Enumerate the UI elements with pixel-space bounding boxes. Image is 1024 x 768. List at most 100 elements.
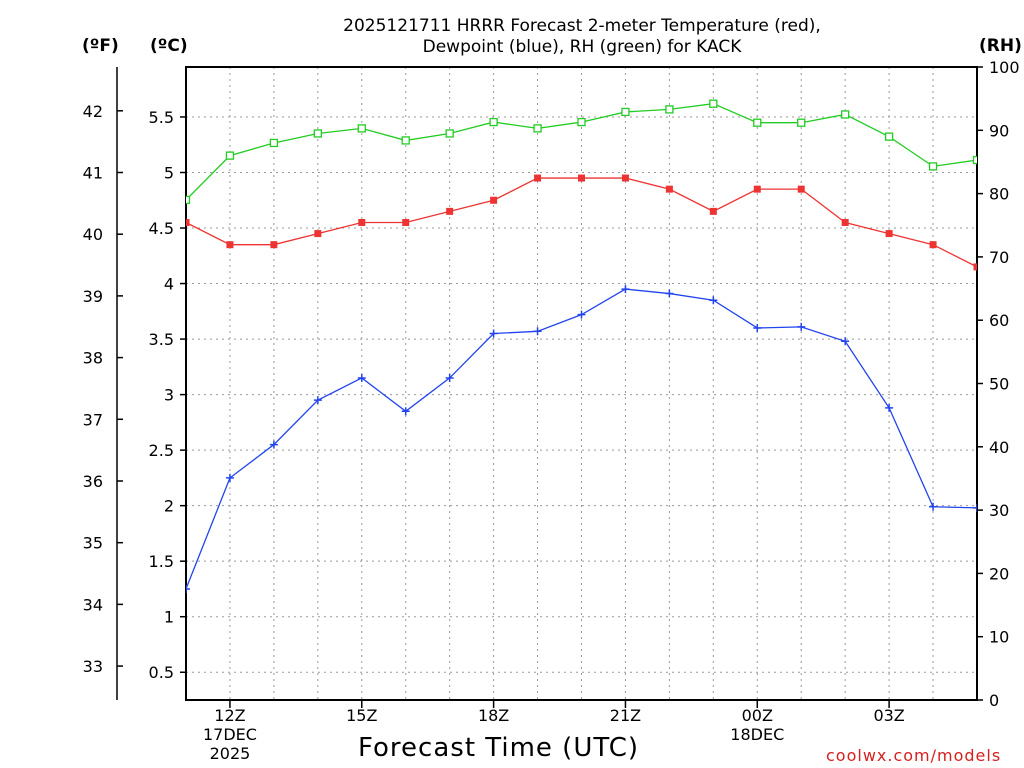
celsius-tick-label: 5.5 bbox=[149, 108, 174, 127]
rh-point bbox=[357, 124, 366, 133]
dewpoint-point bbox=[533, 327, 542, 336]
x-tick-label: 15Z bbox=[346, 706, 377, 725]
fahrenheit-tick-label: 39 bbox=[83, 287, 103, 306]
rh-point bbox=[928, 162, 938, 171]
dewpoint-point bbox=[841, 337, 850, 346]
dewpoint-point bbox=[445, 373, 454, 382]
rh-tick-label: 0 bbox=[989, 691, 999, 710]
rh-tick-label: 70 bbox=[989, 248, 1009, 267]
celsius-tick-label: 0.5 bbox=[149, 663, 174, 682]
temperature-point bbox=[841, 218, 849, 226]
fahrenheit-tick-label: 40 bbox=[83, 225, 103, 244]
credit-text: coolwx.com/models bbox=[826, 746, 1002, 765]
temperature-point bbox=[885, 230, 893, 238]
fahrenheit-tick-label: 42 bbox=[83, 102, 103, 121]
fahrenheit-tick-label: 38 bbox=[83, 349, 103, 368]
celsius-tick-label: 1 bbox=[164, 608, 174, 627]
dewpoint-point bbox=[357, 373, 366, 382]
rh-point bbox=[577, 117, 586, 127]
temperature-point bbox=[797, 185, 805, 193]
rh-point bbox=[533, 124, 542, 133]
dewpoint-point bbox=[665, 289, 674, 298]
rh-unit-label: (RH) bbox=[979, 36, 1022, 56]
temperature-point bbox=[665, 185, 673, 193]
x-axis-title: Forecast Time (UTC) bbox=[358, 733, 640, 763]
dewpoint-point bbox=[225, 473, 234, 482]
rh-point bbox=[665, 105, 674, 114]
rh-point bbox=[225, 151, 235, 160]
celsius-tick-label: 3.5 bbox=[149, 330, 174, 349]
rh-point bbox=[401, 136, 410, 145]
rh-tick-label: 40 bbox=[989, 438, 1009, 457]
celsius-tick-label: 4 bbox=[164, 275, 174, 294]
dewpoint-point bbox=[621, 285, 630, 294]
rh-tick-label: 50 bbox=[989, 375, 1009, 394]
dewpoint-point bbox=[753, 323, 762, 332]
fahrenheit-tick-label: 33 bbox=[83, 657, 103, 676]
x-tick-label: 18Z bbox=[478, 706, 509, 725]
rh-point bbox=[709, 99, 718, 108]
rh-tick-label: 80 bbox=[989, 185, 1009, 204]
fahrenheit-unit-label: (ºF) bbox=[82, 36, 119, 56]
x-tick-label: 17DEC bbox=[203, 725, 257, 744]
rh-tick-label: 60 bbox=[989, 311, 1009, 330]
fahrenheit-tick-label: 41 bbox=[83, 164, 103, 183]
temperature-point bbox=[534, 174, 542, 182]
x-tick-label: 12Z bbox=[214, 706, 245, 725]
x-tick-label: 2025 bbox=[210, 744, 251, 763]
rh-point bbox=[313, 129, 322, 138]
rh-tick-label: 30 bbox=[989, 501, 1009, 520]
temperature-point bbox=[621, 174, 629, 182]
temperature-point bbox=[578, 174, 585, 182]
celsius-tick-label: 2.5 bbox=[149, 441, 174, 460]
fahrenheit-tick-label: 34 bbox=[83, 595, 103, 614]
celsius-tick-label: 2 bbox=[164, 497, 174, 516]
rh-point bbox=[972, 155, 977, 165]
dewpoint-point bbox=[709, 296, 718, 305]
temperature-point bbox=[314, 230, 322, 238]
dewpoint-point bbox=[186, 584, 190, 593]
fahrenheit-tick-label: 35 bbox=[83, 534, 103, 553]
rh-tick-label: 20 bbox=[989, 564, 1009, 583]
dewpoint-point bbox=[313, 396, 322, 405]
rh-point bbox=[489, 117, 498, 127]
rh-tick-label: 10 bbox=[989, 628, 1009, 647]
dewpoint-point bbox=[489, 329, 498, 338]
dewpoint-point bbox=[577, 310, 586, 319]
dewpoint-point bbox=[929, 502, 938, 511]
rh-point bbox=[269, 138, 279, 148]
celsius-unit-label: (ºC) bbox=[150, 36, 188, 56]
chart-title-line-1: 2025121711 HRRR Forecast 2-meter Tempera… bbox=[343, 16, 821, 36]
temperature-point bbox=[929, 241, 937, 249]
temperature-point bbox=[709, 207, 717, 215]
plot-frame bbox=[185, 66, 978, 701]
rh-point bbox=[797, 118, 806, 127]
temperature-point bbox=[226, 241, 234, 249]
temperature-point bbox=[270, 241, 278, 249]
rh-point bbox=[884, 132, 894, 141]
x-tick-label: 03Z bbox=[873, 706, 904, 725]
temperature-point bbox=[186, 218, 190, 226]
temperature-point bbox=[402, 218, 410, 226]
temperature-point bbox=[490, 196, 498, 204]
celsius-tick-label: 5 bbox=[164, 164, 174, 183]
rh-point bbox=[753, 118, 762, 127]
rh-tick-label: 90 bbox=[989, 121, 1009, 140]
fahrenheit-tick-label: 36 bbox=[83, 472, 103, 491]
x-tick-label: 21Z bbox=[610, 706, 641, 725]
rh-point bbox=[841, 110, 850, 119]
temperature-point bbox=[973, 263, 977, 271]
fahrenheit-tick-label: 37 bbox=[83, 410, 103, 429]
temperature-point bbox=[753, 185, 761, 193]
chart-title-line-2: Dewpoint (blue), RH (green) for KACK bbox=[422, 37, 742, 57]
temperature-point bbox=[446, 207, 454, 215]
rh-tick-label: 100 bbox=[989, 58, 1020, 77]
temperature-point bbox=[358, 218, 366, 226]
dewpoint-point bbox=[797, 322, 806, 331]
celsius-tick-label: 1.5 bbox=[149, 552, 174, 571]
series-group bbox=[186, 99, 977, 593]
x-tick-label: 18DEC bbox=[730, 725, 784, 744]
x-tick-label: 00Z bbox=[742, 706, 773, 725]
